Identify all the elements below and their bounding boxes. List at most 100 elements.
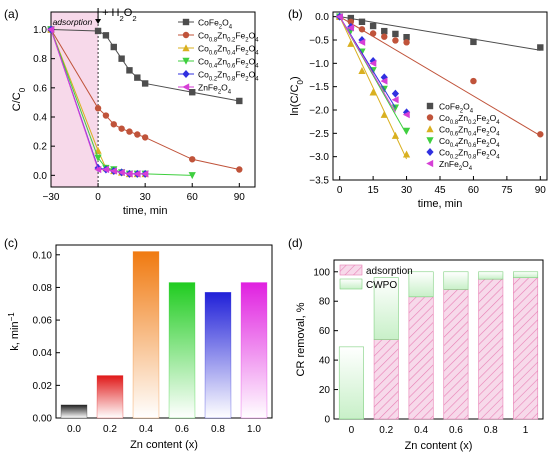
legend-entry: ZnFe2O4	[439, 159, 473, 172]
bar-adsorption	[408, 296, 434, 420]
y-axis-label: CR removal, %	[295, 302, 307, 376]
y-tick-label: 0.08	[33, 283, 53, 294]
data-point	[470, 77, 477, 85]
data-point	[126, 67, 133, 74]
x-tick-label: 45	[434, 185, 446, 196]
legend-entry: ZnFe2O4	[198, 83, 232, 96]
data-point	[102, 32, 110, 39]
bar	[168, 282, 196, 419]
x-tick-label: 30	[140, 192, 152, 203]
data-point	[94, 27, 102, 35]
data-point	[133, 170, 141, 178]
y-tick-label: 0.02	[33, 381, 53, 392]
x-tick-label: 0.8	[211, 424, 225, 435]
y-tick-label: −3.0	[309, 152, 329, 163]
data-point	[402, 111, 410, 119]
y-tick-label: 0.2	[33, 142, 47, 153]
data-point	[141, 80, 149, 87]
data-point	[347, 24, 355, 32]
data-point	[358, 67, 366, 74]
y-axis-label: k, min−1	[7, 312, 22, 351]
x-tick-label: 0	[337, 185, 343, 196]
bar-adsorption	[478, 278, 504, 420]
legend-entry: Co0.6Zn0.4Fe2O4	[198, 44, 259, 57]
data-point	[381, 33, 388, 40]
x-tick-label: 15	[368, 185, 380, 196]
data-point	[358, 18, 366, 25]
bar	[132, 251, 160, 419]
x-tick-label: 0.2	[103, 424, 117, 435]
data-point	[47, 25, 55, 34]
x-tick-label: 0.0	[67, 424, 81, 435]
data-point	[236, 97, 243, 105]
legend-marker	[426, 125, 434, 133]
data-point	[141, 134, 149, 141]
y-tick-label: 80	[319, 297, 331, 308]
data-point	[347, 39, 355, 47]
data-point	[118, 55, 125, 62]
y-tick-label: 0	[324, 415, 330, 426]
x-tick-label: 90	[234, 192, 246, 203]
data-point	[110, 121, 117, 128]
legend-marker	[182, 44, 190, 52]
fit-line-5	[339, 16, 396, 113]
x-axis-label: time, min	[418, 198, 463, 210]
data-point	[347, 14, 355, 22]
data-point	[110, 43, 117, 51]
data-point	[391, 96, 399, 104]
data-point	[358, 38, 366, 46]
legend-entry: Co0.8Zn0.2Fe2O4	[439, 113, 500, 126]
y-tick-label: 20	[319, 385, 331, 396]
x-tick-label: 0.4	[139, 424, 153, 435]
bar-adsorption	[443, 289, 469, 420]
data-point	[347, 18, 355, 25]
y-tick-label: 0.4	[33, 113, 47, 124]
y-tick-label: 0.6	[33, 83, 47, 94]
y-tick-label: −1.5	[309, 82, 329, 93]
x-tick-label: 0.8	[484, 425, 498, 436]
data-point	[94, 165, 102, 174]
y-tick-label: 40	[319, 356, 331, 367]
x-tick-label: 75	[501, 185, 513, 196]
y-tick-label: 0.0	[315, 12, 329, 23]
y-tick-label: 0.04	[33, 348, 53, 359]
data-point	[189, 156, 196, 163]
data-point	[537, 131, 544, 138]
legend-entry: CWPO	[366, 280, 397, 291]
x-tick-label: −30	[43, 192, 60, 203]
data-point	[189, 89, 196, 96]
data-point	[391, 131, 400, 139]
legend-swatch-cwpo	[339, 278, 363, 290]
y-tick-label: 1.0	[33, 25, 47, 36]
legend-entry: Co0.2Zn0.8Fe2O4	[439, 148, 500, 161]
bar	[60, 404, 88, 419]
x-tick-label: 0	[349, 425, 355, 436]
fit-line-0	[339, 16, 541, 51]
y-tick-label: 0.00	[33, 414, 53, 425]
adsorption-label: adsorption	[53, 17, 93, 27]
y-tick-label: −1.0	[309, 59, 329, 70]
data-point	[380, 110, 388, 118]
legend-marker	[426, 159, 434, 168]
data-point	[134, 74, 141, 81]
data-point	[381, 27, 388, 35]
data-point	[118, 125, 125, 132]
y-tick-label: −3.5	[309, 176, 329, 187]
legend-marker	[426, 114, 434, 121]
legend-entry: adsorption	[366, 266, 413, 277]
x-tick-label: 0.4	[414, 425, 428, 436]
series-line-1	[50, 29, 240, 170]
data-point	[369, 59, 377, 67]
bar-adsorption	[373, 339, 399, 420]
x-tick-label: 60	[187, 192, 199, 203]
legend-entry: CoFe2O4	[439, 102, 474, 115]
bar-adsorption	[513, 277, 539, 420]
panel-b-label: (b)	[288, 7, 303, 21]
legend-marker	[182, 83, 190, 91]
x-tick-label: 0	[95, 192, 101, 203]
panel-d-label: (d)	[288, 236, 303, 250]
data-point	[236, 166, 243, 173]
data-point	[188, 172, 196, 180]
panel-a-label: (a)	[4, 7, 19, 21]
data-point	[94, 105, 102, 112]
